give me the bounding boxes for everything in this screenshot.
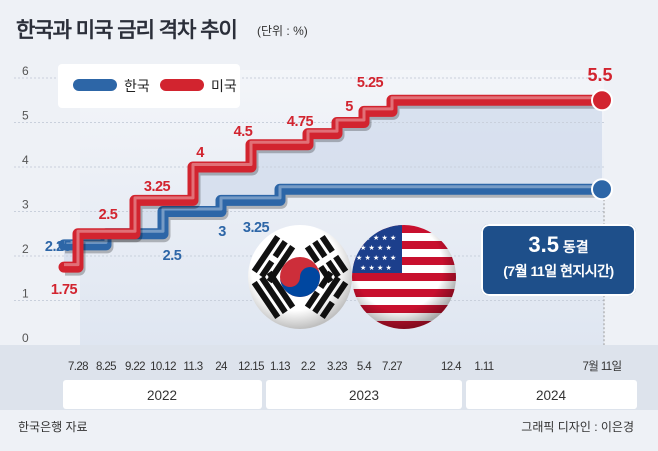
- callout-value: 3.5 동결: [481, 232, 636, 258]
- x-tick-label: 24: [215, 361, 228, 373]
- x-tick-label: 5.4: [357, 361, 372, 373]
- usa-rate-label: 5: [345, 99, 353, 115]
- usa-rate-label: 4.75: [287, 114, 314, 130]
- usa-line: [58, 94, 608, 273]
- usa-rate-label: 5.5: [587, 65, 612, 85]
- korea-rate-label: 2.25: [45, 239, 72, 255]
- x-tick-label: 8.25: [96, 361, 116, 373]
- x-tick-label: 3.23: [327, 361, 347, 373]
- x-tick-label: 11.3: [183, 361, 202, 373]
- usa-rate-label: 1.75: [51, 282, 78, 298]
- legend-label-usa: 미국: [211, 78, 237, 94]
- year-label: 2022: [147, 388, 177, 403]
- usa-end-point: [591, 89, 613, 112]
- korea-rate-label: 2.5: [163, 248, 182, 264]
- x-tick-label: 2.2: [301, 361, 315, 373]
- y-tick-label: 3: [22, 198, 29, 212]
- callout-date: (7월 11일 현지시간): [503, 263, 614, 279]
- x-tick-label: 7.28: [68, 361, 88, 373]
- usa-rate-label: 3.25: [144, 179, 171, 195]
- x-tick-label: 9.22: [125, 361, 145, 373]
- y-tick-label: 2: [22, 242, 29, 256]
- rate-gap-area: [64, 100, 602, 268]
- legend-swatch-usa: [160, 79, 204, 91]
- y-tick-label: 0: [22, 331, 29, 345]
- legend-label-korea: 한국: [124, 78, 150, 94]
- legend: 한국 미국: [58, 64, 240, 108]
- x-tick-label: 12.4: [441, 361, 462, 373]
- korea-rate-label: 3.25: [243, 220, 270, 236]
- source-note: 한국은행 자료: [18, 420, 88, 434]
- x-tick-label: 12.15: [238, 361, 264, 373]
- freeze-callout: 3.5 동결 (7월 11일 현지시간): [481, 224, 636, 296]
- x-tick-label: 10.12: [150, 361, 176, 373]
- graphic-credit: 그래픽 디자인 : 이은경: [521, 420, 634, 434]
- x-tick-label: 7.27: [382, 361, 402, 373]
- unit-label: (단위 : %): [257, 24, 308, 38]
- usa-rate-label: 4: [196, 145, 204, 161]
- year-band-2024: [466, 380, 637, 409]
- korea-flag-icon: [248, 225, 352, 329]
- y-tick-label: 6: [22, 64, 29, 78]
- year-labels: 2022 2023 2024: [147, 388, 567, 403]
- y-axis: 0 1 2 3 4 5 6: [22, 64, 29, 345]
- year-band-2023: [266, 380, 462, 409]
- x-tick-label: 1.13: [270, 361, 290, 373]
- x-tick-label: 1.11: [474, 361, 493, 373]
- y-tick-label: 5: [22, 109, 29, 123]
- usa-rate-label: 2.5: [99, 207, 118, 223]
- year-label: 2024: [536, 388, 567, 403]
- korea-line: [58, 183, 608, 251]
- x-axis: 7.28 8.25 9.22 10.12 11.3 24 12.15 1.13 2.2 3.23 5…: [68, 359, 622, 373]
- callout-rate: 3.5: [528, 232, 559, 257]
- y-tick-label: 1: [22, 287, 29, 301]
- rate-gap-shade: [64, 100, 602, 268]
- callout-word: 동결: [562, 239, 589, 255]
- korea-rate-label: 3: [218, 224, 226, 240]
- year-band-2022: [63, 380, 262, 409]
- usa-rate-label: 5.25: [357, 75, 384, 91]
- korea-end-point: [591, 178, 613, 201]
- usa-rate-label: 4.5: [234, 124, 253, 140]
- usa-flag-icon: ★ ★ ★ ★ ★ ★ ★ ★ ★ ★ ★ ★ ★ ★ ★ ★ ★ ★: [352, 225, 456, 329]
- x-tick-label: 7월 11일: [582, 359, 621, 373]
- y-tick-label: 4: [22, 153, 29, 167]
- usa-highlight: [64, 96, 602, 267]
- chart-title: 한국과 미국 금리 격차 추이: [16, 19, 238, 42]
- year-label: 2023: [349, 388, 379, 403]
- legend-swatch-korea: [73, 79, 117, 91]
